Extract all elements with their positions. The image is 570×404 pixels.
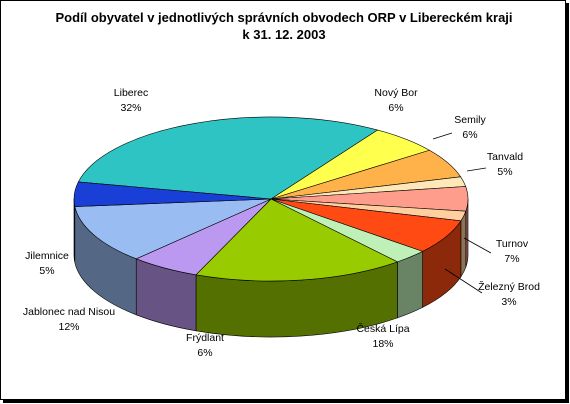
pie-slice-jablonec-nad-nisou [74, 198, 272, 260]
slice-name-fr-dlant: Frýdlant [186, 332, 224, 344]
slice-name-jablonec-nad-nisou: Jablonec nad Nisou [23, 306, 115, 318]
slice-name-tanvald: Tanvald [487, 151, 523, 163]
slice-name-jilemnice: Jilemnice [25, 250, 69, 262]
slice-name-semily: Semily [454, 114, 486, 126]
slice-percent-fr-dlant: 6% [197, 347, 212, 359]
slice-name-liberec: Liberec [114, 87, 148, 99]
slice-name-nov-bor: Nový Bor [374, 87, 418, 99]
pie-side-slice-5 [460, 211, 467, 278]
slice-name--esk-l-pa: Česká Lípa [356, 322, 409, 335]
leader-line-semily [432, 132, 453, 140]
slice-name-turnov: Turnov [496, 238, 529, 250]
leader-line-tanvald [466, 167, 487, 172]
slice-name--elezn-brod: Železný Brod [478, 280, 540, 293]
slice-percent--esk-l-pa: 18% [372, 338, 393, 350]
chart-title: Podíl obyvatel v jednotlivých správních … [1, 9, 567, 43]
pie-slice-jilemnice [73, 181, 272, 207]
pie-slice-liberec [77, 116, 379, 200]
slice-percent-turnov: 7% [504, 253, 519, 265]
slice-percent-jablonec-nad-nisou: 12% [58, 321, 79, 333]
slice-percent-tanvald: 5% [497, 166, 512, 178]
pie-top [73, 116, 469, 282]
slice-percent-nov-bor: 6% [388, 102, 403, 114]
slice-percent-jilemnice: 5% [39, 265, 54, 277]
pie-slice--esk-l-pa [195, 198, 399, 282]
slice-percent-liberec: 32% [120, 102, 141, 114]
slice-percent-semily: 6% [462, 129, 477, 141]
chart-title-line-1: Podíl obyvatel v jednotlivých správních … [55, 10, 513, 25]
pie-labels: Liberec 32% Nový Bor 6% Semily 6% Tanvald 5% Tur… [23, 87, 540, 359]
leader-line--elezn-brod [444, 268, 483, 294]
pie-side--elezn-brod [397, 250, 423, 319]
chart-title-line-2: k 31. 12. 2003 [242, 27, 326, 42]
slice-percent--elezn-brod: 3% [501, 296, 516, 308]
leader-line-turnov [463, 237, 492, 254]
